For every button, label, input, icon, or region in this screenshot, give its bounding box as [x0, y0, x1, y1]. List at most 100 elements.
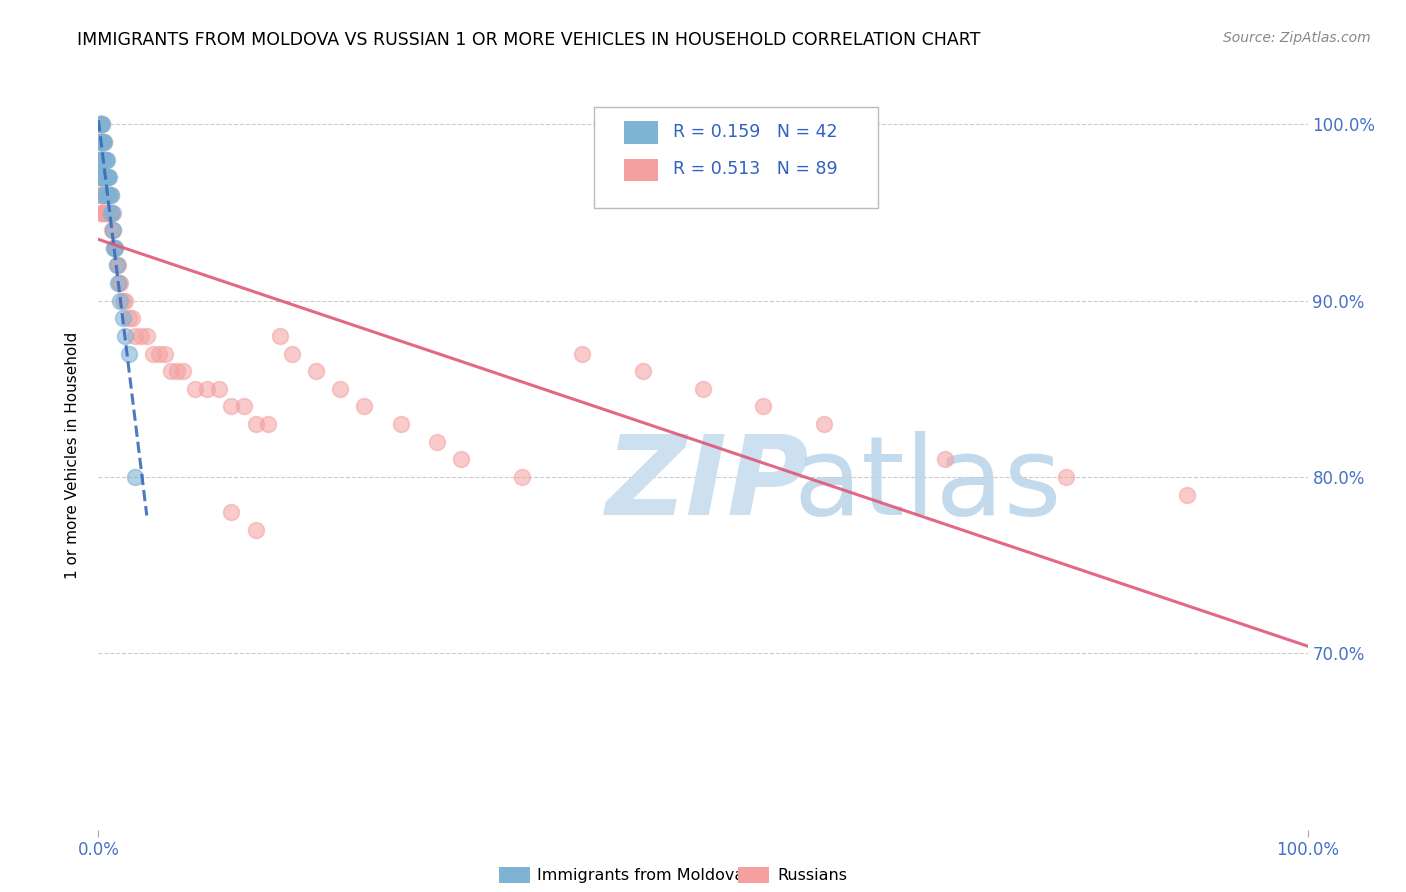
- Y-axis label: 1 or more Vehicles in Household: 1 or more Vehicles in Household: [65, 331, 80, 579]
- Point: [90, 153, 112, 167]
- Point: [90, 135, 112, 149]
- Point: [108, 276, 131, 290]
- Point: [93, 135, 115, 149]
- Point: [692, 382, 714, 396]
- FancyBboxPatch shape: [595, 106, 879, 208]
- Point: [89, 135, 111, 149]
- Point: [91, 187, 114, 202]
- Point: [101, 223, 124, 237]
- Point: [91, 170, 114, 185]
- Point: [105, 259, 128, 273]
- Point: [91, 153, 114, 167]
- Point: [160, 364, 183, 378]
- Point: [100, 187, 122, 202]
- Point: [91, 170, 114, 185]
- Point: [91, 205, 114, 219]
- Point: [89, 170, 111, 185]
- Point: [94, 187, 117, 202]
- Point: [426, 434, 449, 449]
- Point: [89, 135, 111, 149]
- Point: [114, 329, 136, 343]
- Point: [91, 117, 114, 131]
- Point: [98, 205, 121, 219]
- Point: [208, 382, 231, 396]
- Point: [90, 153, 112, 167]
- Point: [281, 346, 304, 360]
- Point: [232, 400, 254, 414]
- Text: Russians: Russians: [778, 868, 848, 882]
- Point: [96, 187, 118, 202]
- Point: [96, 170, 118, 185]
- Point: [111, 293, 134, 308]
- Text: Immigrants from Moldova: Immigrants from Moldova: [537, 868, 744, 882]
- Point: [91, 153, 114, 167]
- Point: [148, 346, 170, 360]
- Point: [245, 523, 267, 537]
- Point: [91, 135, 114, 149]
- Point: [91, 170, 114, 185]
- Point: [98, 187, 121, 202]
- Text: R = 0.159   N = 42: R = 0.159 N = 42: [672, 123, 837, 141]
- Point: [450, 452, 472, 467]
- Point: [97, 187, 120, 202]
- Point: [90, 117, 112, 131]
- Point: [93, 187, 115, 202]
- Point: [89, 187, 111, 202]
- Point: [90, 135, 112, 149]
- Point: [93, 170, 115, 185]
- Point: [813, 417, 835, 431]
- Point: [96, 205, 118, 219]
- Point: [94, 170, 117, 185]
- Point: [121, 311, 143, 326]
- Point: [97, 205, 120, 219]
- Point: [93, 205, 115, 219]
- Point: [124, 329, 146, 343]
- Point: [91, 117, 114, 131]
- Point: [90, 187, 112, 202]
- Point: [100, 205, 122, 219]
- Point: [90, 205, 112, 219]
- Point: [166, 364, 188, 378]
- Point: [91, 135, 114, 149]
- Point: [96, 153, 118, 167]
- Point: [97, 187, 120, 202]
- Point: [118, 311, 141, 326]
- Bar: [624, 159, 658, 181]
- Point: [329, 382, 352, 396]
- Point: [934, 452, 956, 467]
- Point: [100, 205, 122, 219]
- Point: [631, 364, 654, 378]
- Point: [135, 329, 157, 343]
- Point: [184, 382, 207, 396]
- Point: [510, 470, 533, 484]
- Point: [91, 153, 114, 167]
- Point: [111, 311, 134, 326]
- Point: [94, 205, 117, 219]
- Point: [93, 153, 115, 167]
- Point: [105, 259, 128, 273]
- Point: [100, 223, 122, 237]
- Point: [94, 187, 117, 202]
- Text: Source: ZipAtlas.com: Source: ZipAtlas.com: [1223, 31, 1371, 45]
- Point: [89, 153, 111, 167]
- Point: [89, 170, 111, 185]
- Point: [91, 187, 114, 202]
- Point: [98, 187, 121, 202]
- Point: [91, 187, 114, 202]
- Point: [98, 170, 121, 185]
- Point: [89, 117, 111, 131]
- Point: [172, 364, 194, 378]
- Point: [153, 346, 176, 360]
- Point: [104, 241, 127, 255]
- Point: [91, 135, 114, 149]
- Point: [89, 117, 111, 131]
- Point: [195, 382, 218, 396]
- Point: [114, 293, 136, 308]
- Point: [91, 170, 114, 185]
- Point: [118, 346, 141, 360]
- Point: [89, 153, 111, 167]
- Point: [91, 153, 114, 167]
- Text: atlas: atlas: [793, 432, 1062, 539]
- Point: [571, 346, 593, 360]
- Point: [129, 329, 152, 343]
